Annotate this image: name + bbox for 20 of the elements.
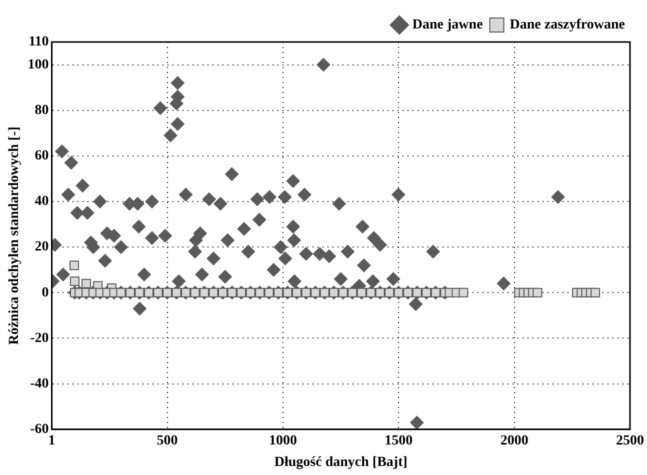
x-tick-label: 2000 xyxy=(500,433,528,448)
y-tick-label: 110 xyxy=(28,34,49,50)
y-tick-label: 0 xyxy=(42,285,49,300)
y-tick-label: 80 xyxy=(34,102,49,118)
y-tick-label: -20 xyxy=(30,330,49,346)
x-tick-label: 2500 xyxy=(616,433,644,448)
x-tick-label: 1000 xyxy=(268,433,297,448)
legend-label: Dane jawne xyxy=(412,18,483,33)
x-tick-label: 1500 xyxy=(384,433,413,448)
y-tick-label: -40 xyxy=(30,376,49,392)
legend-label: Dane zaszyfrowane xyxy=(510,18,626,33)
y-tick-label: 60 xyxy=(34,148,49,164)
y-axis-title: Różnica odchylen standardowych [-] xyxy=(7,126,22,345)
y-tick-label: 20 xyxy=(34,240,49,255)
x-tick-label: 1 xyxy=(48,433,56,448)
y-tick-label: -60 xyxy=(30,422,49,438)
y-tick-label: 40 xyxy=(34,194,49,210)
y-tick-label: 100 xyxy=(28,57,49,72)
x-tick-label: 500 xyxy=(156,433,178,448)
x-axis-title: Długość danych [Bajt] xyxy=(274,455,408,470)
